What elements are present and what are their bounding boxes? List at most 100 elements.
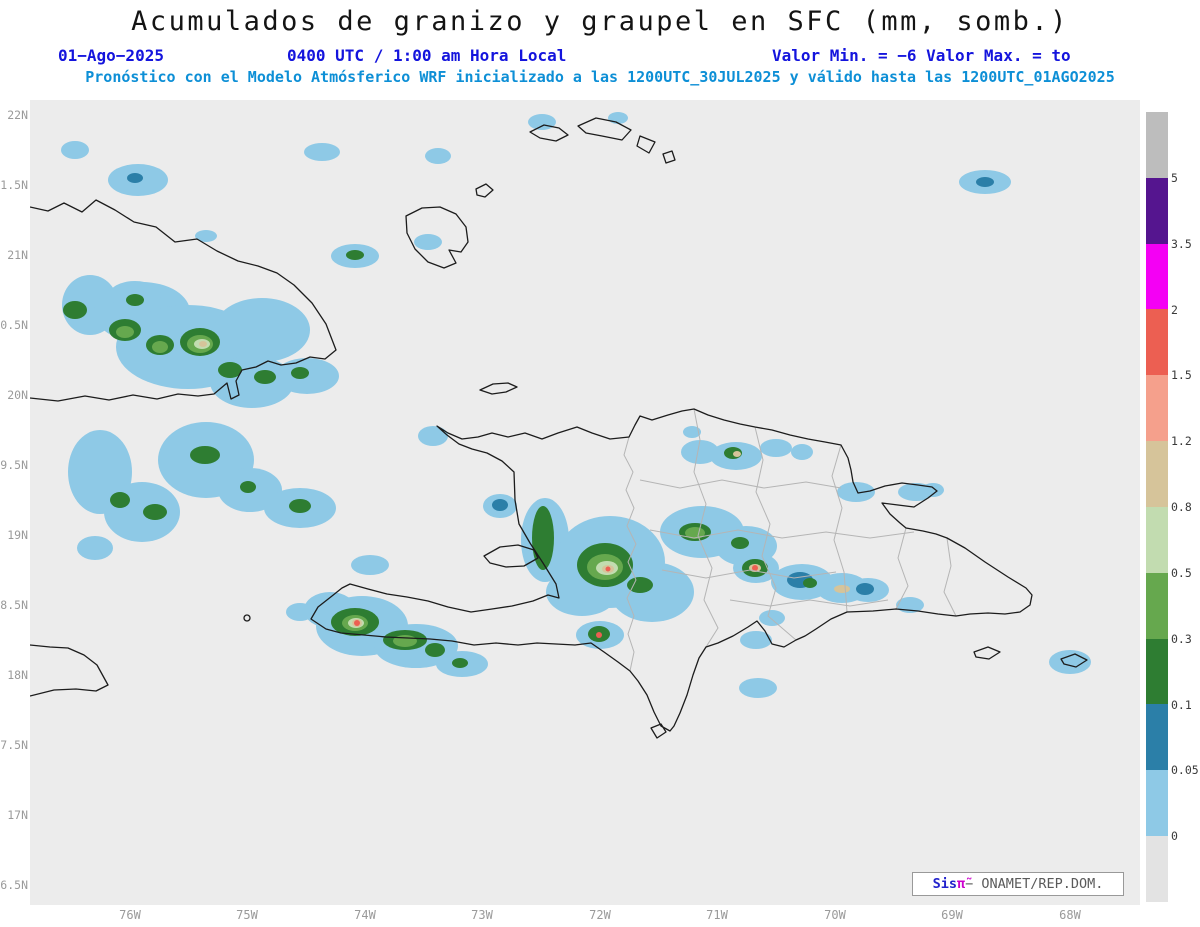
y-axis-tick-label: 20N — [0, 388, 28, 402]
hail-blob-dgreen — [289, 499, 311, 513]
model-info-line: Pronóstico con el Modelo Atmósferico WRF… — [0, 68, 1200, 86]
hail-blob-dgreen — [254, 370, 276, 384]
hail-blob-blue — [760, 439, 792, 457]
hail-blob-dgreen — [346, 250, 364, 260]
hail-blob-dgreen — [110, 492, 130, 508]
hail-blob-dgreen — [126, 294, 144, 306]
coastline-beata — [651, 724, 666, 738]
hail-blob-teal — [856, 583, 874, 595]
credit-box: Sisπ̃− ONAMET/REP.DOM. — [912, 872, 1124, 896]
hail-blob-teal — [127, 173, 143, 183]
x-axis-tick-label: 69W — [941, 908, 963, 922]
hail-blob-tan — [733, 451, 741, 457]
colorbar-segment — [1146, 441, 1168, 507]
hail-blob-blue — [414, 234, 442, 250]
colorbar-tick-label: 1.5 — [1171, 368, 1192, 382]
credit-org-label: − ONAMET/REP.DOM. — [965, 876, 1103, 892]
hail-blob-dgreen — [291, 367, 309, 379]
hail-blob-blue — [61, 141, 89, 159]
colorbar-segment — [1146, 836, 1168, 902]
y-axis-tick-label: 21N — [0, 248, 28, 262]
colorbar-segment — [1146, 639, 1168, 705]
hail-blob-red — [354, 620, 360, 626]
coastline-jamaica — [30, 645, 108, 696]
colorbar-tick-label: 2 — [1171, 303, 1178, 317]
map-title: Acumulados de granizo y graupel en SFC (… — [0, 6, 1200, 37]
hail-blob-blue — [739, 678, 777, 698]
colorbar-segment — [1146, 112, 1168, 178]
colorbar-tick-label: 0.8 — [1171, 500, 1192, 514]
y-axis-tick-label: 1.5N — [0, 178, 28, 192]
minmax-values: Valor Min. = −6 Valor Max. = to — [772, 46, 1071, 65]
y-axis-tick-label: 7.5N — [0, 738, 28, 752]
hail-blob-blue — [740, 631, 772, 649]
hail-blob-blue — [286, 603, 314, 621]
hail-blob-blue — [759, 610, 785, 626]
coastline-navassa — [244, 615, 250, 621]
x-axis-tick-label: 72W — [589, 908, 611, 922]
hail-blob-dgreen — [425, 643, 445, 657]
coastline-tortuga — [480, 383, 517, 394]
hail-blob-blue — [104, 482, 180, 542]
hail-blob-red — [606, 567, 611, 572]
colorbar-segment — [1146, 309, 1168, 375]
province-line — [640, 480, 841, 488]
hail-blob-blue — [304, 143, 340, 161]
x-axis-tick-label: 74W — [354, 908, 376, 922]
coastline-caicos-east — [637, 136, 655, 153]
x-axis-tick-label: 75W — [236, 908, 258, 922]
hail-blob-tan — [834, 585, 850, 593]
valid-time: 0400 UTC / 1:00 am Hora Local — [287, 46, 566, 65]
y-axis-tick-label: 0.5N — [0, 318, 28, 332]
y-axis-tick-label: 17N — [0, 808, 28, 822]
colorbar-segment — [1146, 573, 1168, 639]
header-datetime-line: 01−Ago−2025 0400 UTC / 1:00 am Hora Loca… — [0, 46, 1200, 66]
coastline-little-inagua — [476, 184, 493, 197]
hail-blob-dgreen — [190, 446, 220, 464]
hail-blob-dgreen — [63, 301, 87, 319]
colorbar-segment — [1146, 375, 1168, 441]
hail-blob-dgreen — [803, 578, 817, 588]
hail-blob-teal — [492, 499, 508, 511]
y-axis-tick-label: 9.5N — [0, 458, 28, 472]
run-date: 01−Ago−2025 — [58, 46, 164, 65]
colorbar-tick-label: 5 — [1171, 171, 1178, 185]
hail-blob-blue — [418, 426, 448, 446]
colorbar-tick-label: 0.3 — [1171, 632, 1192, 646]
hail-blob-dgreen — [532, 506, 554, 570]
colorbar-tick-label: 0.1 — [1171, 698, 1192, 712]
hail-blob-green — [116, 326, 134, 338]
hail-shading-layer — [61, 112, 1091, 698]
y-axis-tick-label: 18N — [0, 668, 28, 682]
hail-blob-blue — [528, 114, 556, 130]
hail-blob-dgreen — [240, 481, 256, 493]
colorbar-segment — [1146, 178, 1168, 244]
colorbar-tick-label: 3.5 — [1171, 237, 1192, 251]
colorbar-segment — [1146, 704, 1168, 770]
hail-blob-red — [596, 632, 602, 638]
hail-blob-green — [393, 635, 417, 647]
colorbar-tick-label: 0.05 — [1171, 763, 1199, 777]
colorbar-tick-label: 1.2 — [1171, 434, 1192, 448]
hail-blob-blue — [214, 298, 310, 362]
map-plot: Sisπ̃− ONAMET/REP.DOM. — [30, 100, 1140, 905]
x-axis-tick-label: 76W — [119, 908, 141, 922]
y-axis-tick-label: 22N — [0, 108, 28, 122]
hail-blob-green — [152, 341, 168, 353]
hail-blob-tan — [199, 341, 207, 347]
coastline-turks — [663, 151, 675, 163]
colorbar-segment — [1146, 244, 1168, 310]
colorbar — [1146, 112, 1168, 902]
colorbar-segment — [1146, 507, 1168, 573]
credit-pi-logo: π̃ — [957, 876, 965, 892]
province-line — [944, 538, 956, 616]
map-svg — [30, 100, 1140, 905]
hail-blob-blue — [425, 148, 451, 164]
colorbar-tick-label: 0.5 — [1171, 566, 1192, 580]
x-axis-tick-label: 68W — [1059, 908, 1081, 922]
hail-blob-dgreen — [143, 504, 167, 520]
colorbar-segment — [1146, 770, 1168, 836]
x-axis-tick-label: 73W — [471, 908, 493, 922]
hail-blob-blue — [77, 536, 113, 560]
y-axis-tick-label: 8.5N — [0, 598, 28, 612]
